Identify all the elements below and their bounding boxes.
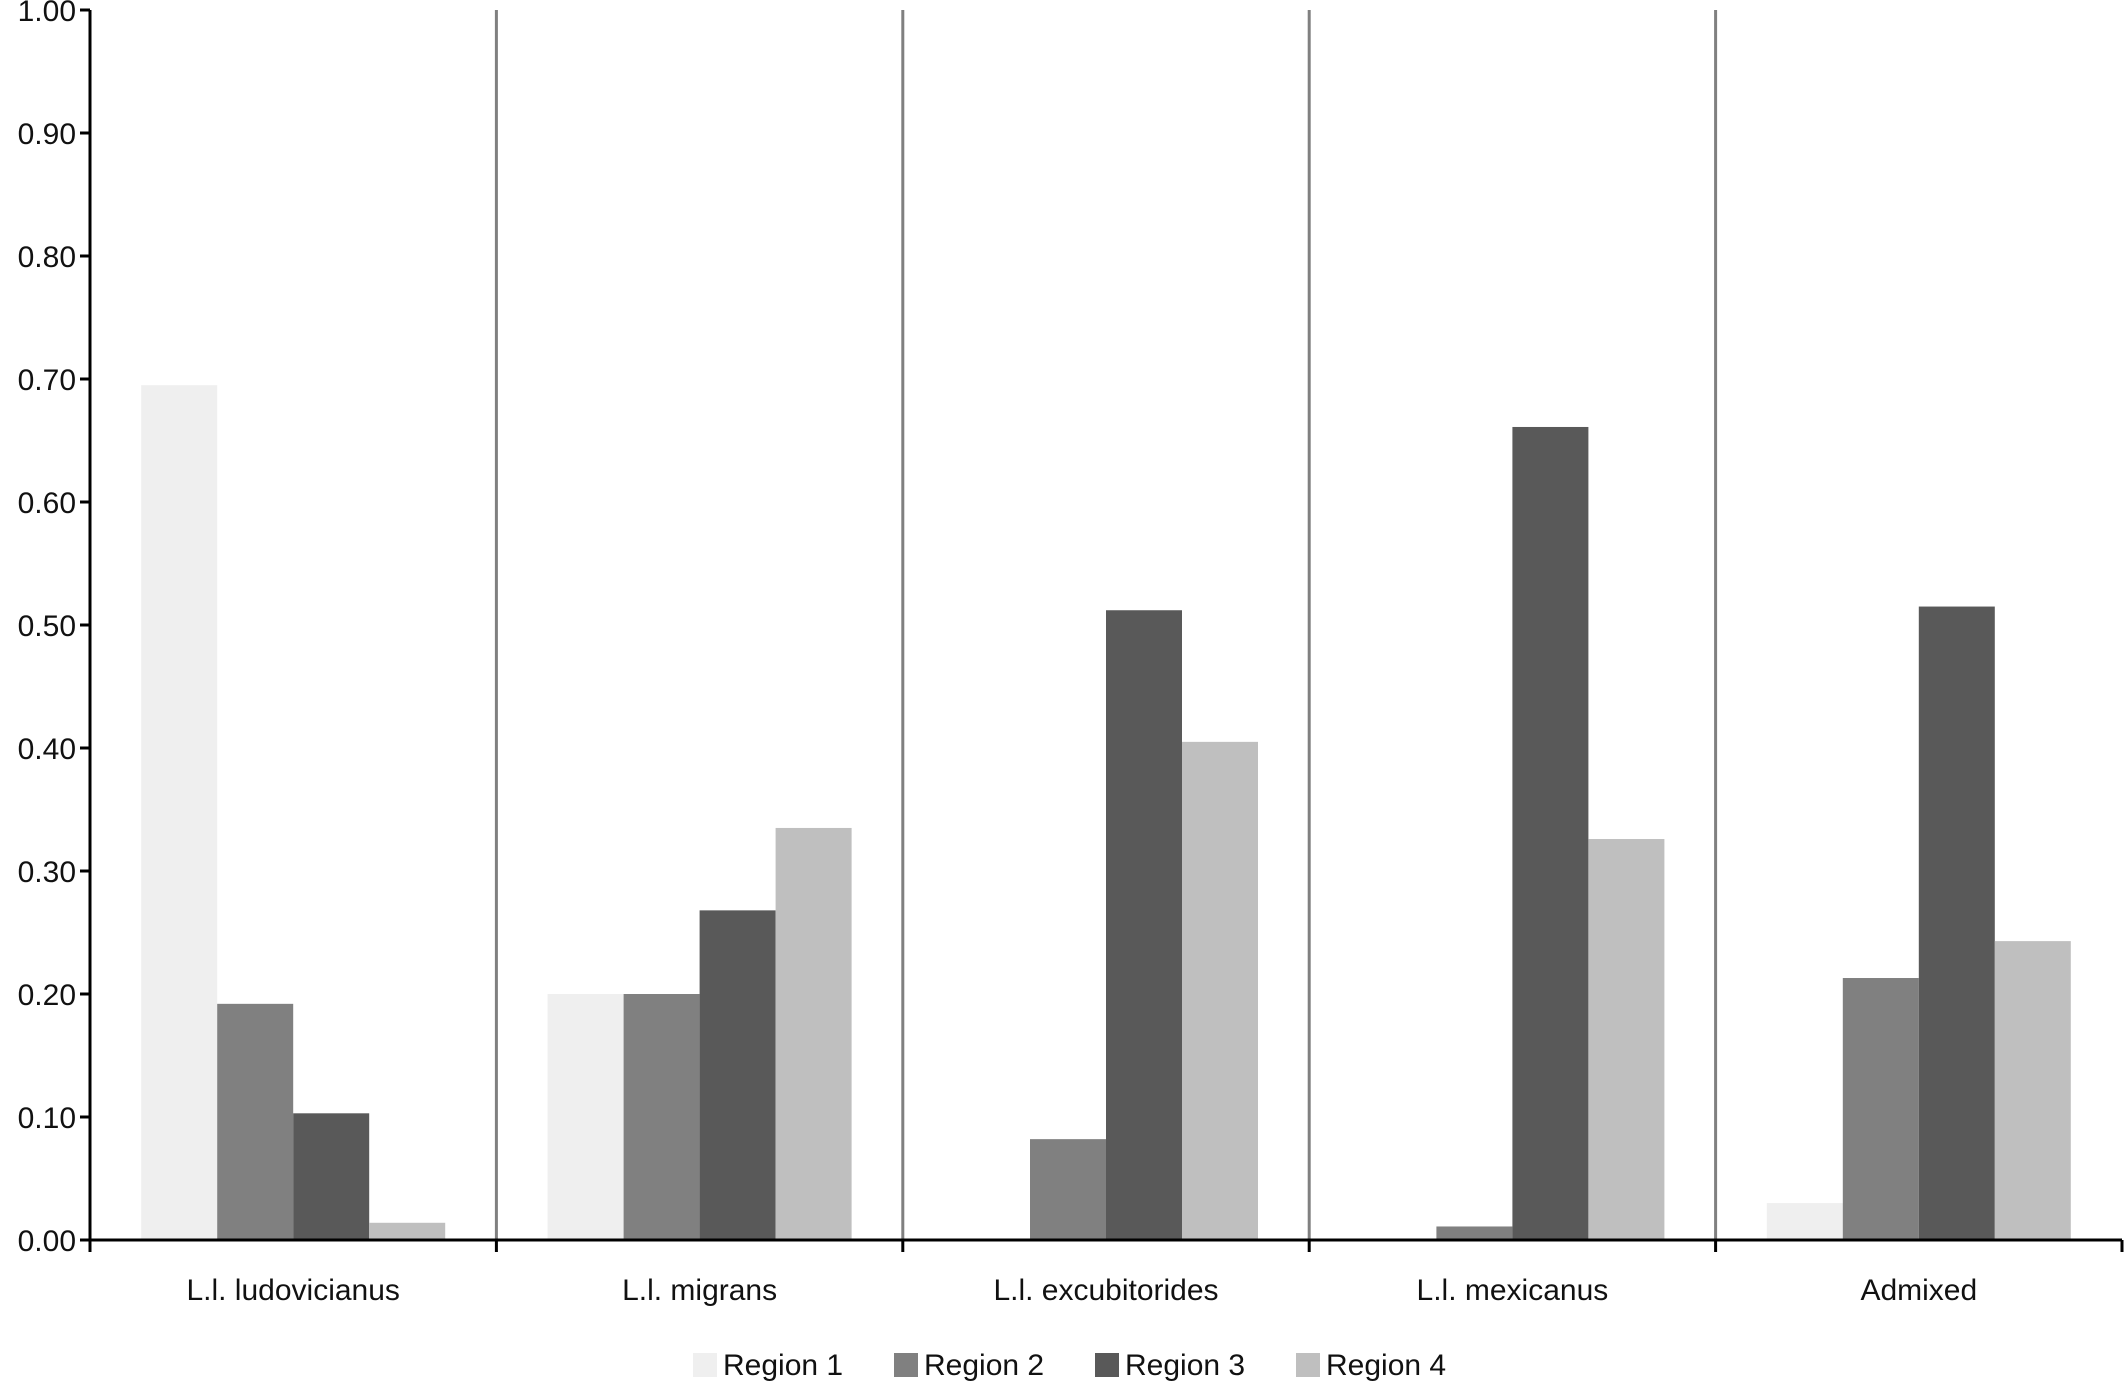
y-tick-label: 0.80 xyxy=(18,241,76,274)
legend-label: Region 4 xyxy=(1326,1349,1446,1382)
x-category-label: L.l. migrans xyxy=(622,1274,777,1307)
y-tick-label: 0.90 xyxy=(18,118,76,151)
legend: Region 1 Region 2 Region 3 Region 4 xyxy=(693,1349,1446,1382)
bar-region-4 xyxy=(775,827,852,1240)
legend-item: Region 4 xyxy=(1296,1349,1446,1382)
y-tick-label: 0.10 xyxy=(18,1102,76,1135)
bar-region-3 xyxy=(699,910,776,1240)
y-tick-label: 0.30 xyxy=(18,856,76,889)
bar-region-2 xyxy=(217,1003,294,1240)
bar-region-4 xyxy=(1994,941,2071,1240)
legend-swatch xyxy=(693,1353,717,1377)
legend-swatch xyxy=(1296,1353,1320,1377)
x-category-label: L.l. excubitorides xyxy=(993,1274,1218,1307)
y-tick-label: 0.50 xyxy=(18,610,76,643)
bar-region-3 xyxy=(1918,606,1995,1240)
legend-swatch xyxy=(1095,1353,1119,1377)
bar-region-4 xyxy=(1588,839,1665,1240)
bar-region-3 xyxy=(293,1113,370,1240)
y-tick-label: 0.20 xyxy=(18,979,76,1012)
legend-item: Region 3 xyxy=(1095,1349,1245,1382)
legend-label: Region 2 xyxy=(924,1349,1044,1382)
legend-label: Region 1 xyxy=(723,1349,843,1382)
y-tick-label: 0.70 xyxy=(18,364,76,397)
bar-region-2 xyxy=(1436,1226,1513,1240)
bar-region-2 xyxy=(623,994,700,1240)
legend-swatch xyxy=(894,1353,918,1377)
bars xyxy=(141,385,2071,1241)
bar-region-3 xyxy=(1106,610,1182,1240)
legend-item: Region 2 xyxy=(894,1349,1044,1382)
bar-region-4 xyxy=(1182,741,1258,1240)
y-tick-label: 0.40 xyxy=(18,733,76,766)
x-category-label: Admixed xyxy=(1860,1274,1977,1307)
bar-region-2 xyxy=(1842,978,1919,1240)
bar-region-3 xyxy=(1512,426,1589,1241)
bar-region-1 xyxy=(547,994,624,1240)
y-tick-label: 0.00 xyxy=(18,1225,76,1258)
x-category-label: L.l. ludovicianus xyxy=(186,1274,399,1307)
bar-region-2 xyxy=(1030,1139,1106,1240)
y-tick-label: 0.60 xyxy=(18,487,76,520)
x-axis: L.l. ludovicianus L.l. migrans L.l. excubi… xyxy=(88,1238,2124,1307)
category-separators xyxy=(494,10,1718,1240)
y-tick-label: 1.00 xyxy=(18,0,76,28)
legend-label: Region 3 xyxy=(1125,1349,1245,1382)
bar-region-1 xyxy=(141,385,218,1240)
bar-region-4 xyxy=(369,1222,446,1240)
legend-item: Region 1 xyxy=(693,1349,843,1382)
x-category-label: L.l. mexicanus xyxy=(1417,1274,1609,1307)
y-axis: 0.00 0.10 0.20 0.30 0.40 0.50 0.60 0.70 0.80 0.90… xyxy=(18,0,92,1258)
bar-region-1 xyxy=(1766,1203,1843,1240)
